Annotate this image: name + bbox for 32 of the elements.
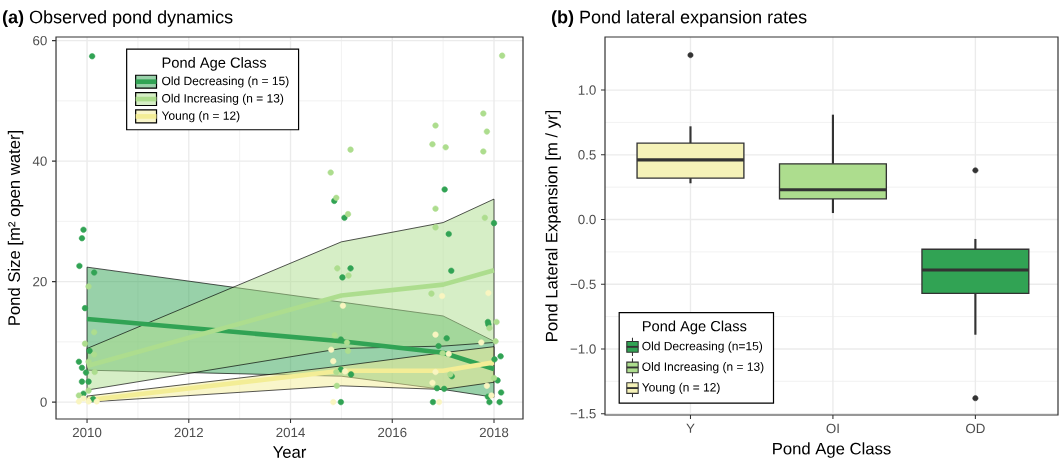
y-axis-title: Pond Lateral Expansion [m / yr] [545, 110, 561, 341]
y-tick-label: 0.5 [578, 150, 596, 160]
x-tick-label: 2014 [276, 427, 305, 438]
legend-title: Pond Age Class [162, 57, 267, 71]
legend-label: Young (n = 12) [161, 111, 240, 123]
chart-title: (a) Observed pond dynamics [2, 10, 233, 27]
y-tick-label: 60 [33, 35, 47, 46]
y-tick-label: 0 [40, 397, 47, 407]
x-axis-title: Pond Age Class [773, 442, 891, 458]
y-tick-label: −1.0 [570, 344, 596, 354]
legend-label: Old Decreasing (n=15) [642, 341, 763, 353]
y-axis-title: Pond Size [m² open water] [7, 131, 24, 325]
legend-title: Pond Age Class [642, 320, 747, 335]
legend-label: Old Increasing (n = 13) [162, 93, 284, 105]
x-tick-label: 2016 [378, 427, 407, 438]
y-tick-label: −1.5 [570, 409, 596, 419]
x-tick-label: 2018 [479, 427, 509, 438]
legend-label: Old Increasing (n = 13) [642, 362, 764, 374]
y-tick-label: 0.0 [578, 214, 596, 225]
legend-label: Young (n = 12) [642, 382, 720, 394]
legend-label: Old Decreasing (n = 15) [162, 76, 289, 88]
y-tick-label: 40 [32, 156, 47, 166]
chart-title: (b) Pond lateral expansion rates [551, 10, 807, 27]
y-tick-label: 1.0 [578, 85, 596, 95]
x-tick-label: 2010 [72, 427, 102, 438]
x-tick-label: OI [826, 423, 839, 434]
y-tick-label: 20 [33, 276, 47, 287]
x-tick-label: Y [686, 423, 695, 433]
x-tick-label: OD [966, 423, 985, 434]
y-tick-label: −0.5 [570, 279, 596, 289]
x-axis-title: Year [273, 446, 307, 458]
x-tick-label: 2012 [174, 427, 203, 438]
